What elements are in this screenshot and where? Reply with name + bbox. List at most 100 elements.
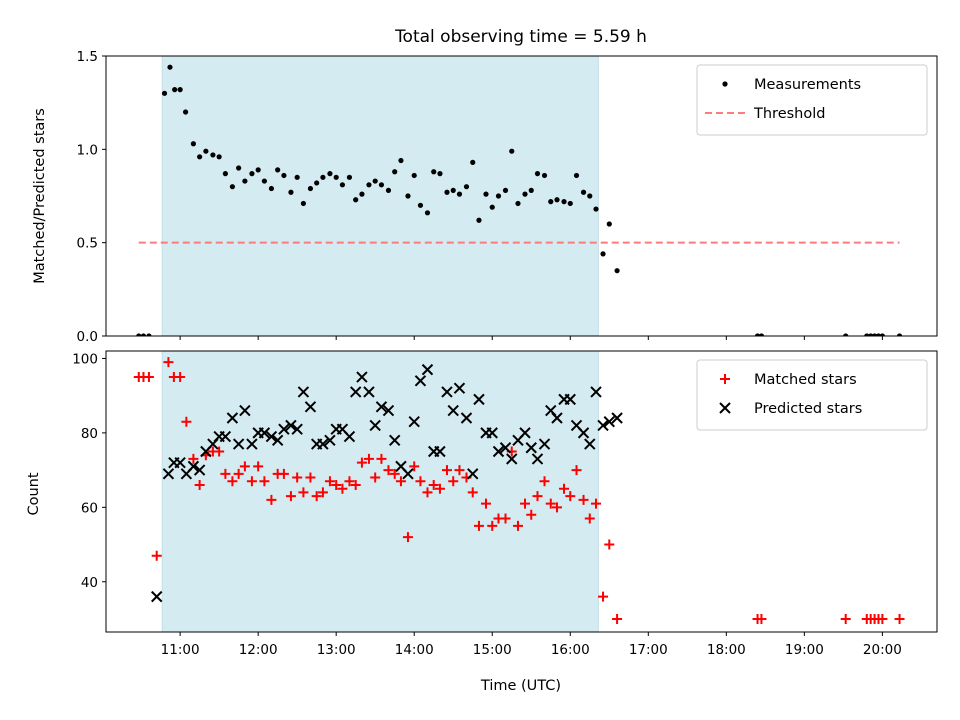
bottom-series-1-point bbox=[226, 412, 239, 424]
top-ytick-label: 0.5 bbox=[77, 236, 98, 252]
top-series-0-point bbox=[875, 333, 882, 336]
bottom-series-1-point bbox=[460, 412, 473, 424]
bottom-series-0-point bbox=[259, 476, 270, 487]
bottom-series-1-point bbox=[525, 442, 537, 454]
top-series-0-point bbox=[495, 193, 502, 199]
bottom-series-1-point bbox=[285, 419, 297, 432]
top-axes-frame bbox=[105, 55, 938, 337]
top-series-0-point bbox=[197, 154, 203, 160]
top-series-0-point bbox=[522, 191, 528, 197]
bottom-xtick-label: 14:00 bbox=[395, 642, 434, 658]
bottom-xtick-label: 18:00 bbox=[707, 642, 746, 658]
top-series-0-point bbox=[754, 333, 761, 336]
bottom-series-1-point bbox=[369, 419, 381, 432]
bottom-series-0-point bbox=[454, 465, 465, 476]
bottom-legend-label: Matched stars bbox=[754, 372, 857, 388]
bottom-data-layer bbox=[133, 357, 905, 624]
bottom-series-0-point bbox=[227, 476, 238, 487]
top-ytick-label: 1.0 bbox=[77, 142, 98, 158]
bottom-series-1-point bbox=[603, 416, 615, 428]
bottom-series-1-point bbox=[162, 468, 175, 480]
bottom-series-1-point bbox=[278, 423, 290, 435]
bottom-series-0-point bbox=[415, 476, 426, 487]
top-legend-label: Measurements bbox=[754, 77, 861, 93]
bottom-series-0-point bbox=[604, 539, 615, 550]
bottom-series-1-point bbox=[467, 468, 479, 480]
bottom-series-0-point bbox=[143, 372, 154, 383]
top-series-0-point bbox=[167, 64, 173, 70]
bottom-series-0-point bbox=[324, 476, 335, 487]
top-series-0-point bbox=[372, 178, 378, 184]
bottom-series-0-point bbox=[532, 491, 543, 502]
bottom-series-1-point bbox=[597, 419, 609, 432]
bottom-series-1-point bbox=[343, 430, 356, 443]
bottom-series-1-point bbox=[538, 438, 551, 450]
bottom-series-0-point bbox=[163, 357, 174, 368]
top-series-0-point bbox=[255, 167, 261, 173]
bottom-series-0-point bbox=[520, 498, 531, 509]
bottom-xtick-label: 19:00 bbox=[785, 642, 824, 658]
top-series-0-point bbox=[288, 189, 294, 195]
top-series-0-point bbox=[843, 333, 849, 336]
bottom-legend-marker bbox=[720, 374, 730, 384]
top-series-0-point bbox=[203, 148, 209, 154]
bottom-series-1-point bbox=[151, 590, 163, 603]
bottom-series-1-point bbox=[317, 438, 329, 450]
bottom-series-1-point bbox=[564, 393, 576, 406]
bottom-series-1-point bbox=[492, 445, 505, 458]
top-series-0-point bbox=[281, 172, 287, 179]
bottom-series-1-point bbox=[297, 386, 310, 398]
top-series-0-point bbox=[587, 193, 593, 199]
bottom-series-1-point bbox=[187, 460, 200, 473]
top-series-0-point bbox=[307, 185, 314, 192]
bottom-series-1-point bbox=[382, 404, 395, 417]
bottom-series-1-point bbox=[271, 434, 284, 447]
bottom-series-1-point bbox=[577, 427, 590, 439]
bottom-series-0-point bbox=[512, 520, 523, 531]
top-series-0-point bbox=[606, 221, 612, 227]
bottom-series-0-point bbox=[552, 502, 563, 513]
top-series-0-point bbox=[444, 189, 450, 195]
bottom-xtick-label: 20:00 bbox=[863, 642, 902, 658]
chart-title: Total observing time = 5.59 h bbox=[394, 27, 647, 47]
top-series-0-point bbox=[515, 200, 521, 207]
top-series-0-point bbox=[896, 333, 903, 336]
bottom-series-0-point bbox=[175, 372, 186, 383]
top-series-0-point bbox=[417, 202, 424, 208]
bottom-series-1-point bbox=[531, 453, 544, 465]
bottom-series-1-point bbox=[447, 404, 459, 417]
top-series-0-point bbox=[177, 87, 183, 93]
bottom-series-0-point bbox=[487, 520, 498, 531]
bottom-series-1-point bbox=[408, 416, 420, 428]
bottom-series-1-point bbox=[246, 438, 258, 450]
bottom-series-0-point bbox=[500, 513, 511, 524]
bottom-legend-box bbox=[696, 359, 928, 431]
bottom-series-1-point bbox=[611, 412, 623, 424]
top-series-0-point bbox=[294, 174, 300, 180]
bottom-legend-label: Predicted stars bbox=[754, 401, 862, 417]
bottom-ytick-label: 40 bbox=[81, 575, 98, 591]
top-series-0-point bbox=[190, 141, 196, 147]
top-series-0-point bbox=[489, 204, 495, 210]
bottom-series-0-point bbox=[344, 476, 355, 487]
top-series-0-point bbox=[378, 182, 385, 188]
top-series-0-point bbox=[275, 167, 281, 173]
top-series-0-point bbox=[476, 217, 482, 223]
top-ylabel: Matched/Predicted stars bbox=[32, 108, 48, 284]
bottom-panel: 40 60 80 100 11:00 12:00 13:00 14:00 15:00 16:00 1… bbox=[72, 350, 938, 658]
bottom-ytick-label: 100 bbox=[72, 351, 98, 367]
bottom-series-1-point bbox=[174, 456, 186, 469]
bottom-series-0-point bbox=[311, 491, 322, 502]
bottom-series-0-point bbox=[598, 591, 609, 602]
top-series-0-point bbox=[320, 174, 326, 180]
bottom-series-0-point bbox=[402, 532, 413, 543]
top-series-0-point bbox=[229, 184, 236, 190]
top-series-0-point bbox=[463, 184, 470, 190]
bottom-series-0-point bbox=[395, 476, 406, 487]
bottom-series-0-point bbox=[220, 468, 231, 479]
bottom-series-1-point bbox=[519, 427, 531, 439]
bottom-series-0-point bbox=[877, 613, 888, 624]
bottom-series-1-point bbox=[506, 453, 518, 465]
bottom-series-0-point bbox=[467, 487, 478, 498]
top-series-0-point bbox=[548, 199, 554, 205]
